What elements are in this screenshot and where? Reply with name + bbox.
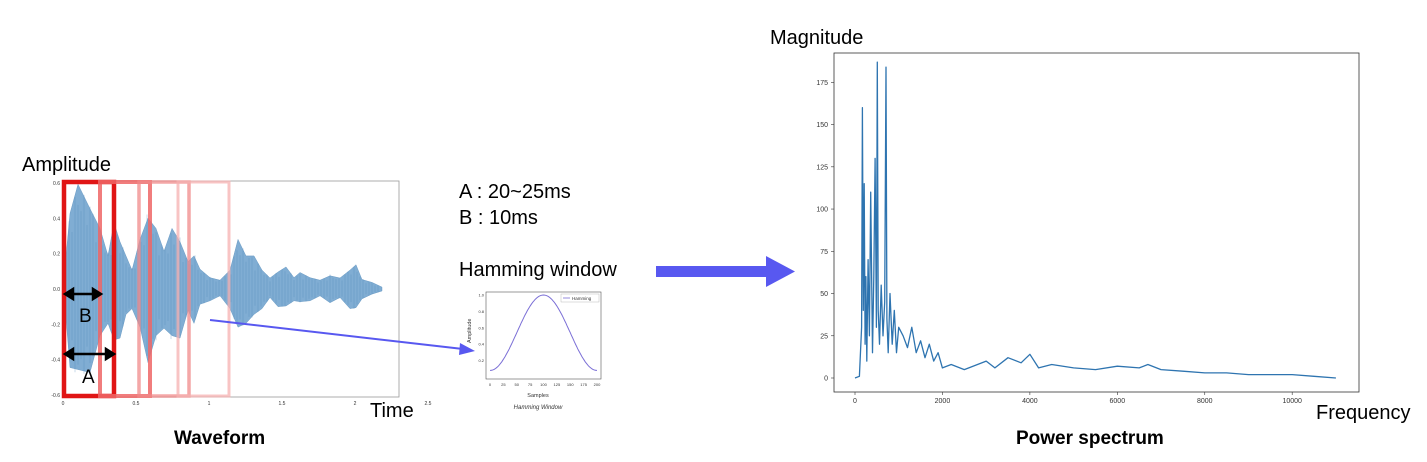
frame-length-arrow-a (62, 346, 117, 362)
frame-window-2 (98, 180, 152, 398)
waveform-ytick: 0.0 (53, 287, 60, 293)
hamming-plot: 1.0 0.8 0.6 0.4 0.2 0 25 50 75 100 125 150 175 200 Ha… (467, 291, 602, 411)
hamming-xtick: 125 (554, 382, 561, 387)
frame-label-a: A (82, 367, 95, 388)
spectrum-xtick: 4000 (1022, 398, 1038, 405)
hamming-xtick: 25 (501, 382, 506, 387)
waveform-ylabel: Amplitude (22, 154, 111, 176)
spectrum-xtick: 0 (853, 398, 857, 405)
spectrum-xtick: 10000 (1282, 398, 1302, 405)
spectrum-ytick: 100 (816, 207, 828, 214)
hamming-axes (485, 291, 602, 380)
waveform-ytick: -0.2 (51, 322, 60, 328)
spectrum-ytick: 75 (820, 249, 828, 256)
hamming-ytick: 0.2 (478, 358, 484, 363)
hamming-ylabel: Amplitude (467, 319, 473, 343)
spectrum-ytick: 0 (824, 376, 828, 383)
spectrum-ytick: 150 (816, 122, 828, 129)
waveform-xtick: 0 (62, 401, 65, 407)
hamming-legend-box (560, 293, 600, 303)
waveform-xtick: 2 (354, 401, 357, 407)
frame-shift-arrow-b (62, 286, 104, 302)
hamming-subtitle: Hamming Window (514, 405, 563, 411)
spectrum-xtick: 6000 (1110, 398, 1126, 405)
param-frame-shift: B : 10ms (459, 207, 538, 229)
frame-window-4 (176, 180, 231, 398)
waveform-xtick: 2.5 (425, 401, 432, 407)
frame-label-b: B (79, 306, 92, 327)
hamming-xtick: 150 (567, 382, 574, 387)
hamming-legend-label: Hamming (572, 296, 592, 301)
hamming-title: Hamming window (459, 259, 617, 281)
process-arrow (656, 256, 795, 287)
waveform-ytick: -0.4 (51, 358, 60, 364)
spectrum-xtick: 2000 (935, 398, 951, 405)
hamming-curve (490, 294, 597, 371)
hamming-ytick: 0.4 (478, 342, 484, 347)
param-frame-length: A : 20~25ms (459, 181, 571, 203)
waveform-plot: 0.6 0.4 0.2 0.0 -0.2 -0.4 -0.60 0.5 1 1.5 2 2.5 B A (51, 179, 432, 407)
spectrum-axes (833, 52, 1360, 393)
waveform-xtick: 1 (208, 401, 211, 407)
spectrum-ytick: 50 (820, 291, 828, 298)
spectrum-xlabel: Frequency (1316, 402, 1411, 424)
hamming-ytick: 0.8 (478, 309, 484, 314)
waveform-caption: Waveform (174, 428, 266, 449)
hamming-xtick: 50 (515, 382, 520, 387)
waveform-xlabel: Time (370, 400, 414, 422)
frame-window-1 (61, 179, 117, 399)
spectrum-xtick: 8000 (1197, 398, 1213, 405)
waveform-ytick: 0.2 (53, 252, 60, 258)
frame-to-window-arrow (209, 319, 475, 355)
hamming-xtick: 200 (594, 382, 601, 387)
spectrum-ylabel: Magnitude (770, 27, 864, 49)
hamming-xtick: 75 (528, 382, 533, 387)
waveform-xtick: 0.5 (133, 401, 140, 407)
waveform-ytick: 0.6 (53, 181, 60, 187)
hamming-xtick: 0 (489, 382, 492, 387)
hamming-xlabel: Samples (527, 393, 549, 399)
spectrum-line (854, 61, 1336, 379)
waveform-ytick: -0.6 (51, 393, 60, 399)
spectrum-plot: 0 25 50 75 100 125 150 175 0 2000 4000 6000 8000 1000… (816, 52, 1360, 405)
spectrum-ytick: 25 (820, 333, 828, 340)
spectrum-ytick: 125 (816, 164, 828, 171)
waveform-ytick: 0.4 (53, 216, 60, 222)
hamming-xtick: 175 (580, 382, 587, 387)
spectrum-caption: Power spectrum (1016, 428, 1164, 449)
frame-window-3 (137, 180, 191, 398)
hamming-ytick: 0.6 (478, 325, 484, 330)
hamming-ytick: 1.0 (478, 293, 484, 298)
hamming-xtick: 100 (540, 382, 547, 387)
waveform-xtick: 1.5 (279, 401, 286, 407)
spectrum-ytick: 175 (816, 80, 828, 87)
